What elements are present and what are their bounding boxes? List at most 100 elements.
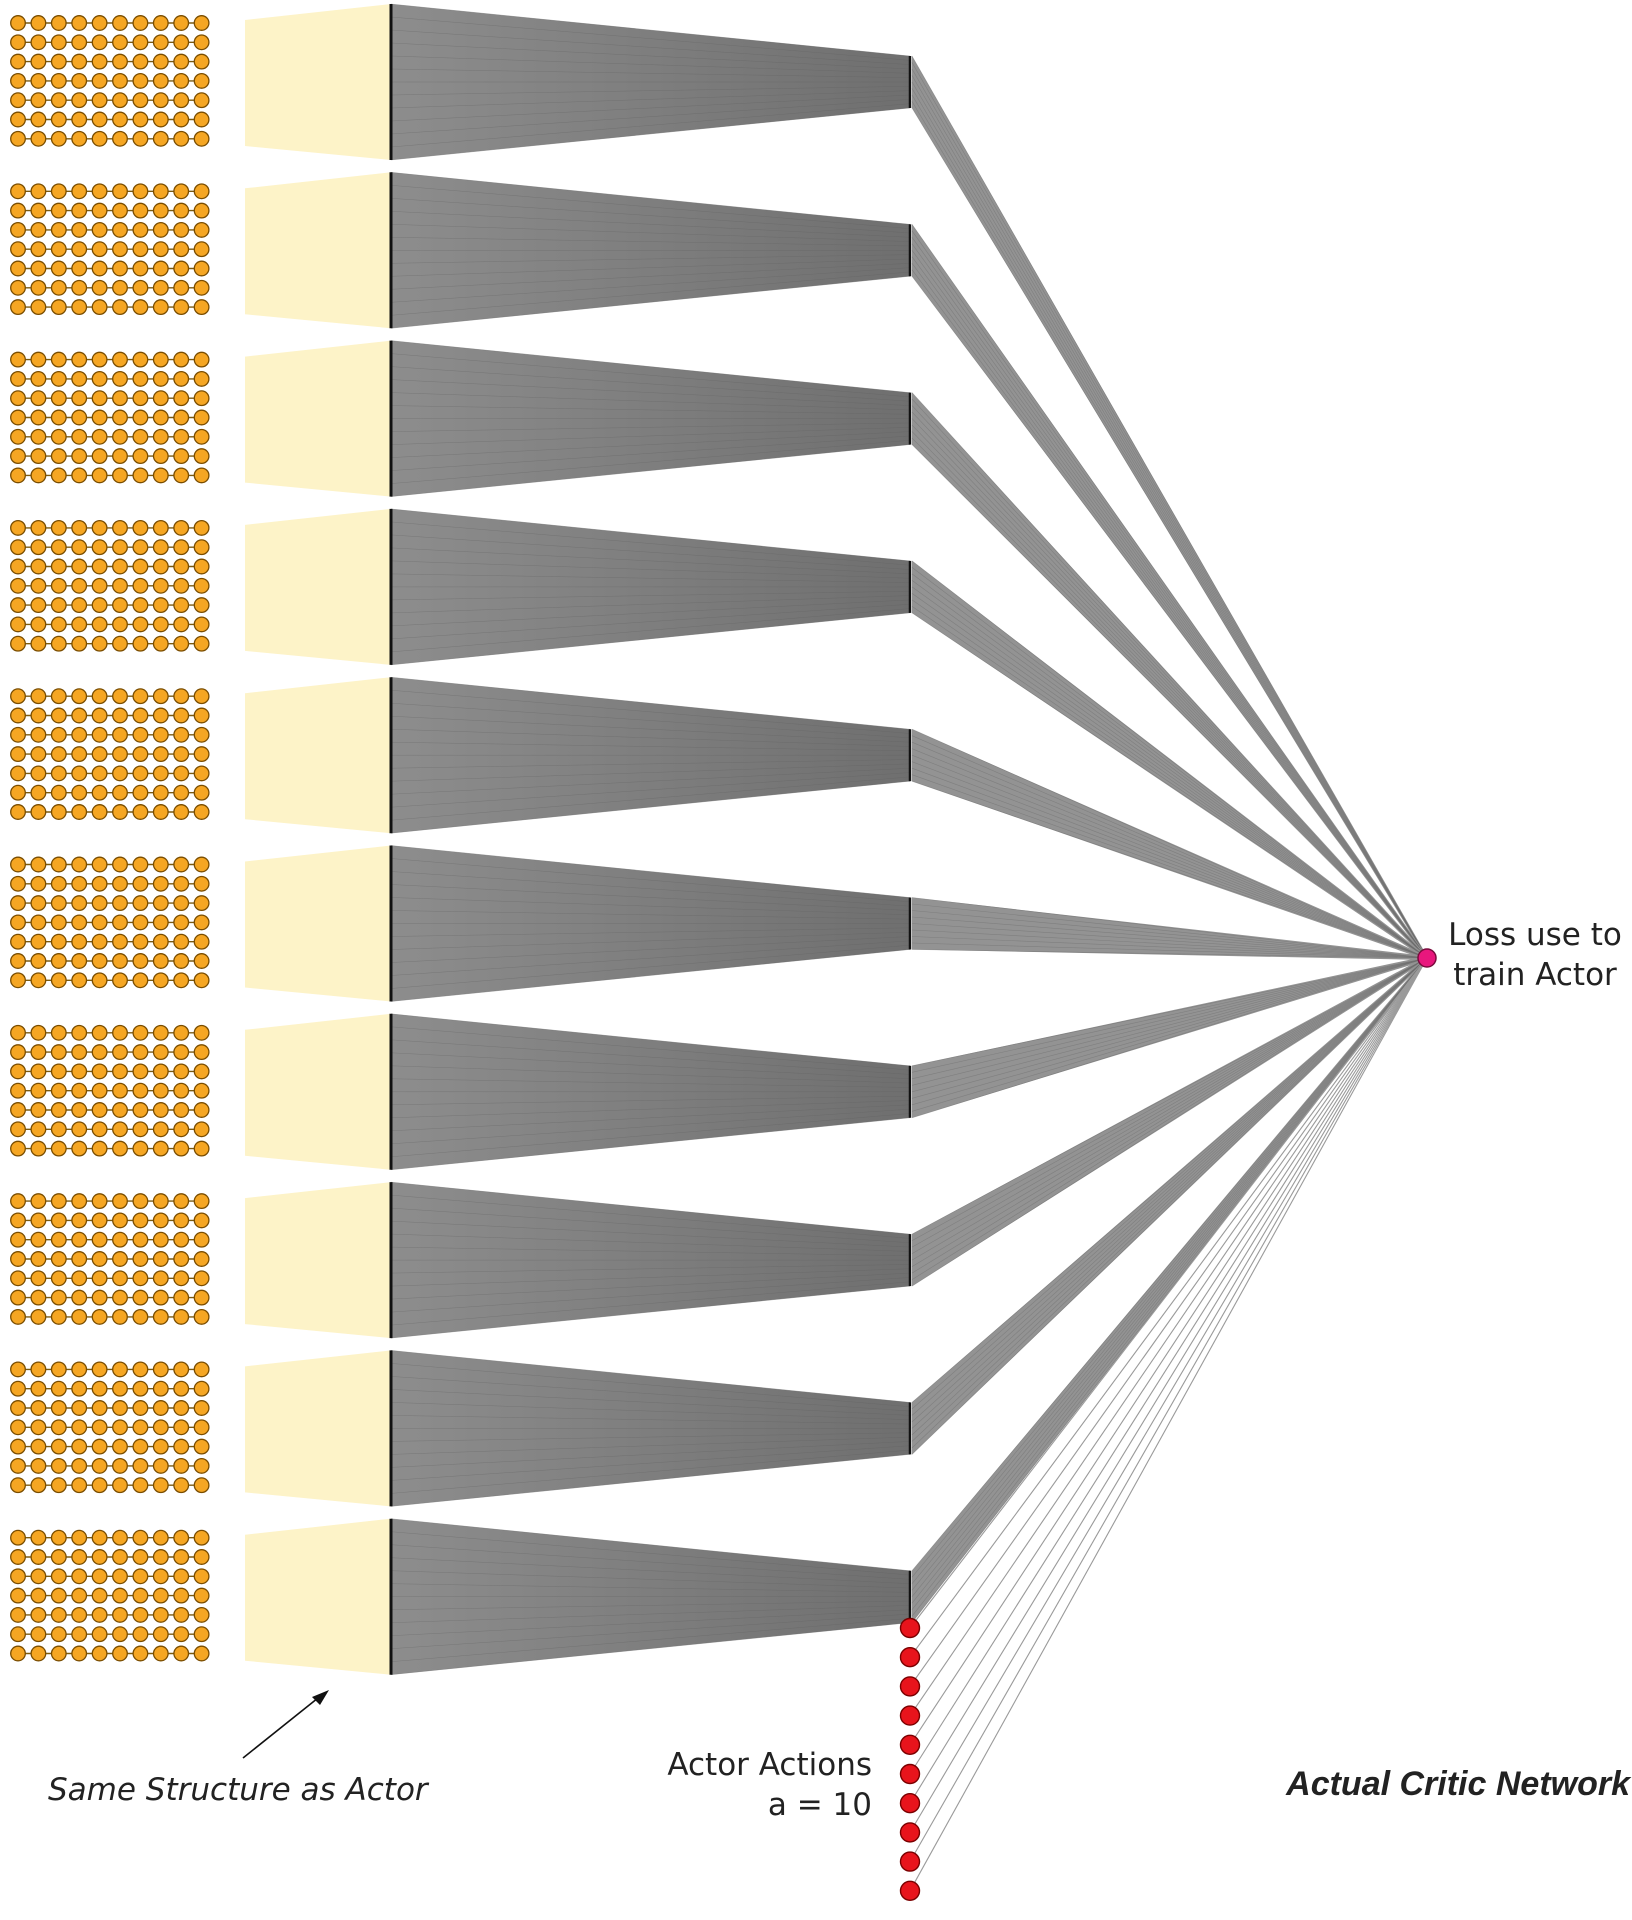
loss-fanout-4 — [911, 560, 1428, 960]
input-node — [152, 519, 169, 536]
input-node — [30, 1626, 47, 1643]
fanout-line — [911, 774, 1428, 959]
input-node — [152, 1121, 169, 1138]
dense-connections — [391, 1182, 910, 1339]
input-node — [71, 1529, 88, 1546]
fanout-line — [911, 780, 1428, 959]
input-node — [152, 597, 169, 614]
input-node — [91, 92, 108, 109]
connection-line — [390, 612, 911, 666]
input-node — [193, 15, 210, 31]
input-node — [91, 1308, 108, 1325]
input-node — [132, 1529, 149, 1546]
input-node — [30, 539, 47, 556]
fanout-line — [911, 728, 1428, 959]
input-node — [71, 1063, 88, 1080]
action-node — [899, 1822, 921, 1843]
input-node — [132, 111, 149, 128]
input-node — [10, 784, 26, 801]
connection-line — [390, 931, 911, 950]
connection-line — [390, 86, 911, 96]
input-node — [173, 1549, 190, 1565]
input-node — [193, 1438, 210, 1455]
connection-line — [390, 1445, 911, 1481]
action-connection — [909, 957, 1428, 1892]
input-node — [152, 933, 169, 950]
input-node — [91, 895, 108, 912]
input-node — [193, 1231, 210, 1248]
input-node — [71, 1606, 88, 1623]
input-node — [193, 221, 210, 238]
input-node — [173, 914, 190, 931]
input-node — [152, 279, 169, 296]
connection-line — [390, 1078, 911, 1088]
input-node — [50, 519, 67, 536]
input-node — [30, 972, 47, 989]
input-node — [152, 804, 169, 820]
input-node — [173, 183, 190, 200]
input-node — [30, 1549, 47, 1565]
input-node — [91, 616, 108, 633]
fanout-line — [911, 957, 1428, 1429]
input-node — [193, 1063, 210, 1080]
input-node — [71, 92, 88, 109]
input-node — [112, 1251, 128, 1267]
fanout-line — [911, 949, 1428, 959]
input-node — [112, 15, 128, 31]
input-node — [193, 53, 210, 70]
input-node — [152, 15, 169, 31]
input-node — [132, 428, 149, 445]
input-node — [152, 972, 169, 989]
input-node — [91, 1419, 108, 1436]
input-node — [173, 1606, 190, 1623]
action-node — [899, 1763, 921, 1785]
input-node — [152, 914, 169, 931]
input-node — [132, 351, 149, 368]
input-node — [50, 130, 67, 147]
connection-line — [390, 379, 911, 406]
fanout-line — [911, 224, 1428, 959]
fanout-line — [911, 957, 1428, 1591]
input-node — [152, 895, 169, 912]
connection-line — [390, 1622, 911, 1675]
input-node — [173, 1212, 190, 1229]
input-node — [91, 1193, 108, 1210]
fanout-line — [911, 957, 1428, 1610]
input-node — [10, 72, 26, 89]
fanout-line — [911, 444, 1428, 959]
input-node — [112, 1400, 128, 1416]
input-node — [112, 577, 128, 594]
input-node — [30, 111, 47, 128]
input-node — [10, 895, 26, 912]
connection-line — [390, 267, 911, 303]
input-node — [193, 953, 210, 969]
connection-line — [390, 776, 911, 821]
input-node — [193, 1380, 210, 1397]
input-node — [30, 1140, 47, 1157]
fanout-line — [911, 405, 1428, 959]
network-title: Actual Critic Network — [1286, 1765, 1630, 1803]
input-node — [50, 1626, 67, 1643]
action-connection — [909, 957, 1428, 1833]
input-node — [193, 351, 210, 368]
input-node — [30, 1193, 47, 1210]
input-node — [193, 1082, 210, 1099]
input-node — [30, 428, 47, 445]
input-node — [30, 707, 47, 724]
input-node — [30, 15, 47, 31]
input-node — [193, 428, 210, 445]
input-node — [132, 875, 149, 892]
connection-line — [390, 1113, 911, 1158]
input-node — [91, 279, 108, 296]
input-node — [152, 1419, 169, 1436]
input-node — [10, 746, 26, 763]
input-node — [50, 616, 67, 633]
input-node — [10, 1457, 26, 1474]
input-node — [173, 1308, 190, 1325]
input-node — [193, 597, 210, 614]
input-node — [71, 1212, 88, 1229]
input-node — [71, 875, 88, 892]
connection-line — [390, 444, 911, 497]
input-node — [91, 15, 108, 31]
input-node — [173, 577, 190, 594]
